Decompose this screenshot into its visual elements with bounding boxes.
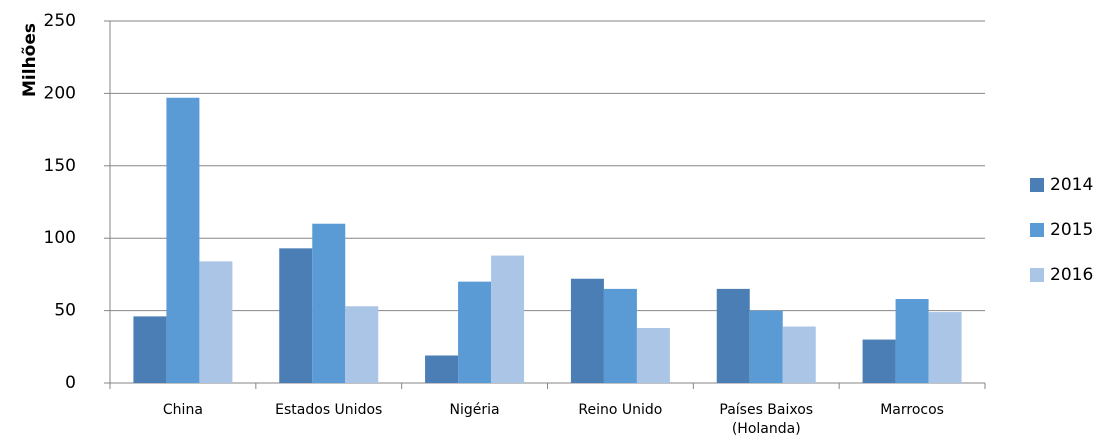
legend-label: 2015 — [1050, 220, 1093, 240]
x-tick-label: Nigéria — [449, 402, 500, 418]
bar — [862, 339, 896, 383]
bar — [312, 223, 346, 383]
legend-swatch — [1030, 178, 1044, 192]
bar — [749, 310, 783, 383]
x-tick-label: Reino Unido — [578, 402, 663, 418]
bar — [279, 248, 313, 383]
legend-swatch — [1030, 268, 1044, 282]
bar — [425, 355, 459, 383]
y-tick-label: 0 — [65, 373, 76, 393]
y-tick-label: 100 — [44, 228, 76, 248]
bar — [782, 326, 816, 383]
legend-label: 2016 — [1050, 265, 1093, 285]
y-tick-label: 150 — [44, 156, 76, 176]
bar — [716, 288, 750, 383]
bar — [570, 278, 604, 383]
legend-label: 2014 — [1050, 175, 1093, 195]
x-tick-label: China — [162, 402, 203, 418]
legend-swatch — [1030, 223, 1044, 237]
bar — [895, 299, 929, 383]
bar — [603, 288, 637, 383]
bar — [199, 261, 233, 383]
x-tick-label: Estados Unidos — [275, 402, 383, 418]
bar — [133, 316, 167, 383]
y-axis-label: Milhões — [20, 23, 40, 97]
bar — [636, 327, 670, 383]
bar — [166, 97, 200, 383]
y-tick-label: 250 — [44, 11, 76, 31]
bar — [345, 306, 379, 383]
x-tick-label: Marrocos — [880, 402, 944, 418]
bar — [458, 281, 492, 383]
y-tick-label: 200 — [44, 83, 76, 103]
bar — [928, 312, 962, 383]
bar — [491, 255, 525, 383]
y-tick-label: 50 — [54, 301, 76, 321]
x-tick-label: Países Baixos (Holanda) — [719, 402, 814, 437]
